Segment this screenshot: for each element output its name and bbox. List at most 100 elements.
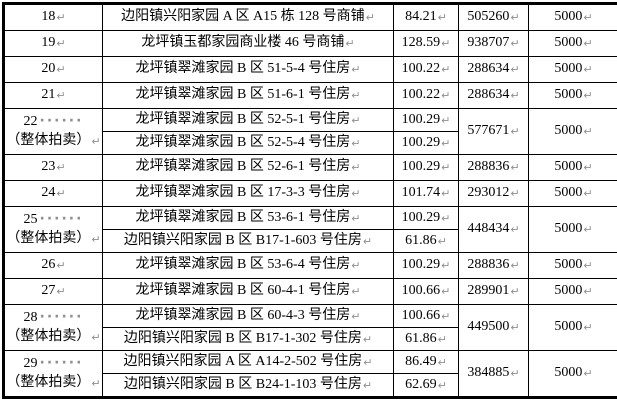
price-cell: 293012↵	[458, 180, 529, 207]
deposit-value: 5000	[554, 319, 583, 335]
paragraph-mark-icon: ↵	[437, 332, 447, 346]
row-number-cell: 18↵	[4, 4, 103, 31]
area-value: 61.86	[405, 232, 437, 248]
property-description-cell: 边阳镇兴阳家园 A 区 A14-2-502 号住房↵	[102, 350, 394, 374]
deposit-value: 5000	[554, 365, 583, 381]
property-description: 龙坪镇翠滩家园 B 区 52-5-1 号住房	[135, 111, 351, 127]
paragraph-mark-icon: ↵	[583, 259, 593, 273]
price-value: 938707	[467, 35, 510, 51]
property-description-cell: 龙坪镇翠滩家园 B 区 52-5-4 号住房↵	[102, 131, 394, 155]
row-number: 24	[41, 185, 56, 201]
area-cell: 100.29↵	[393, 131, 459, 155]
paragraph-mark-icon: ↵	[441, 37, 451, 51]
paragraph-mark-icon: ↵	[351, 285, 361, 299]
row-number-cell: 26↵	[4, 252, 103, 279]
paragraph-mark-icon: ↵	[583, 37, 593, 51]
paragraph-mark-icon: ↵	[441, 63, 451, 77]
property-description-cell: 边阳镇兴阳家园 B 区 B17-1-603 号住房↵	[102, 229, 394, 253]
deposit-cell: 5000↵	[528, 252, 617, 279]
property-description-cell: 龙坪镇翠滩家园 B 区 52-6-1 号住房↵	[102, 154, 394, 181]
paragraph-mark-icon: ↵	[510, 285, 520, 299]
row-number-cell: 21↵	[4, 82, 103, 109]
deposit-value: 5000	[554, 221, 583, 237]
area-value: 101.74	[401, 185, 441, 201]
paragraph-mark-icon: ↵	[365, 11, 375, 25]
area-cell: 62.69↵	[393, 373, 459, 397]
property-description-cell: 边阳镇兴阳家园 A 区 A15 栋 128 号商铺↵	[102, 4, 394, 31]
deposit-cell: 5000↵	[528, 206, 617, 253]
paragraph-mark-icon: ↵	[351, 136, 361, 150]
price-cell: 288836↵	[458, 154, 529, 181]
paragraph-mark-icon: ↵	[583, 285, 593, 299]
row-number: 26	[41, 257, 56, 273]
deposit-value: 5000	[554, 159, 583, 175]
property-description: 龙坪镇翠滩家园 B 区 51-6-1 号住房	[135, 87, 351, 103]
paragraph-mark-icon: ↵	[56, 259, 66, 273]
price-value: 289901	[467, 283, 510, 299]
price-value: 288836	[467, 257, 510, 273]
paragraph-mark-icon: ↵	[441, 187, 451, 201]
price-cell: 288634↵	[458, 82, 529, 109]
price-cell: 449500↵	[458, 304, 529, 351]
area-value: 100.29	[401, 159, 441, 175]
price-cell: 289901↵	[458, 278, 529, 305]
area-cell: 100.29↵	[393, 108, 459, 132]
property-description: 龙坪镇翠滩家园 B 区 52-6-1 号住房	[135, 159, 351, 175]
bulk-auction-note-line: （整体拍卖）↵	[6, 374, 101, 393]
row-number-cell: 20↵	[4, 56, 103, 83]
paragraph-mark-icon: ↵	[583, 89, 593, 103]
area-value: 100.29	[401, 257, 441, 273]
bulk-auction-note-line: （整体拍卖）↵	[6, 328, 101, 347]
row-number-line: 25 ······	[6, 210, 101, 230]
property-description-cell: 边阳镇兴阳家园 B 区 B17-1-302 号住房↵	[102, 327, 394, 351]
paragraph-mark-icon: ↵	[91, 331, 101, 344]
price-cell: 577671↵	[458, 108, 529, 155]
area-cell: 100.29↵	[393, 206, 459, 230]
paragraph-mark-icon: ↵	[441, 259, 451, 273]
price-cell: 384885↵	[458, 350, 529, 397]
space-dots-icon: ······	[39, 309, 84, 326]
row-number-cell: 27↵	[4, 278, 103, 305]
row-number-cell: 29 ······ （整体拍卖）↵	[4, 350, 103, 397]
paragraph-mark-icon: ↵	[351, 63, 361, 77]
area-value: 100.22	[401, 87, 441, 103]
deposit-value: 5000	[554, 185, 583, 201]
price-value: 449500	[467, 319, 510, 335]
paragraph-mark-icon: ↵	[583, 125, 593, 139]
property-description-cell: 龙坪镇翠滩家园 B 区 53-6-1 号住房↵	[102, 206, 394, 230]
property-description: 龙坪镇玉都家园商业楼 46 号商铺	[141, 35, 345, 51]
price-value: 448434	[467, 221, 510, 237]
table-row: 18↵ 边阳镇兴阳家园 A 区 A15 栋 128 号商铺↵ 84.21↵ 50526…	[4, 4, 617, 31]
paragraph-mark-icon: ↵	[56, 89, 66, 103]
paragraph-mark-icon: ↵	[583, 11, 593, 25]
property-description: 龙坪镇翠滩家园 B 区 51-5-4 号住房	[135, 61, 351, 77]
paragraph-mark-icon: ↵	[363, 355, 373, 369]
paragraph-mark-icon: ↵	[345, 37, 355, 51]
paragraph-mark-icon: ↵	[583, 187, 593, 201]
paragraph-mark-icon: ↵	[56, 11, 66, 25]
area-cell: 86.49↵	[393, 350, 459, 374]
deposit-cell: 5000↵	[528, 30, 617, 57]
space-dots-icon: ······	[39, 211, 84, 228]
row-number: 25	[23, 212, 38, 228]
space-dots-icon: ······	[39, 113, 84, 130]
table-subrow: 25 ······ （整体拍卖）↵ 龙坪镇翠滩家园 B 区 53-6-1 号住房↵ 10…	[4, 206, 617, 253]
paragraph-mark-icon: ↵	[510, 259, 520, 273]
paragraph-mark-icon: ↵	[351, 187, 361, 201]
deposit-value: 5000	[554, 123, 583, 139]
row-number-cell: 25 ······ （整体拍卖）↵	[4, 206, 103, 253]
area-value: 100.29	[401, 209, 441, 225]
paragraph-mark-icon: ↵	[583, 223, 593, 237]
row-number-line: 29 ······	[6, 354, 101, 374]
table-subrow: 龙坪镇翠滩家园 B 区 52-5-4 号住房↵ 100.29↵	[5, 131, 617, 155]
property-description-cell: 龙坪镇翠滩家园 B 区 60-4-3 号住房↵	[102, 304, 394, 328]
property-description-cell: 龙坪镇翠滩家园 B 区 51-6-1 号住房↵	[102, 82, 394, 109]
price-cell: 448434↵	[458, 206, 529, 253]
row-number: 18	[41, 9, 56, 25]
area-cell: 100.66↵	[393, 278, 459, 305]
price-value: 288836	[467, 159, 510, 175]
bulk-auction-note: （整体拍卖）	[6, 231, 91, 246]
price-cell: 288836↵	[458, 252, 529, 279]
area-cell: 84.21↵	[393, 4, 459, 31]
price-cell: 938707↵	[458, 30, 529, 57]
